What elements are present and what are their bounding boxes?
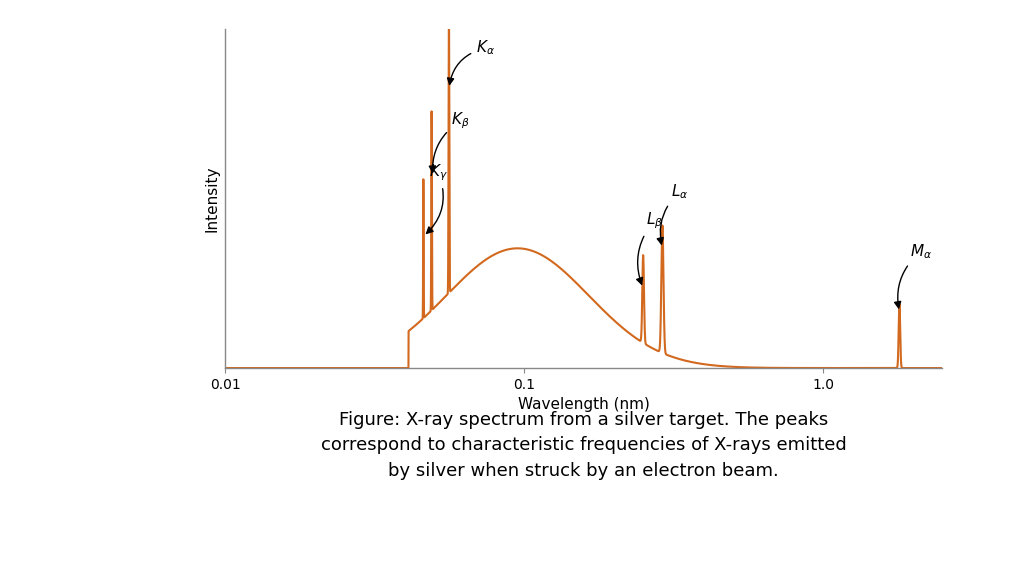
Text: $K_{\beta}$: $K_{\beta}$ bbox=[429, 111, 470, 172]
Text: $K_{\gamma}$: $K_{\gamma}$ bbox=[427, 162, 447, 233]
Text: $L_{\alpha}$: $L_{\alpha}$ bbox=[657, 183, 688, 244]
Text: $K_{\alpha}$: $K_{\alpha}$ bbox=[447, 39, 495, 84]
Text: $L_{\beta}$: $L_{\beta}$ bbox=[637, 210, 663, 284]
Y-axis label: Intensity: Intensity bbox=[205, 165, 220, 232]
Text: Figure: X-ray spectrum from a silver target. The peaks
correspond to characteris: Figure: X-ray spectrum from a silver tar… bbox=[321, 411, 847, 480]
Text: $M_{\alpha}$: $M_{\alpha}$ bbox=[895, 242, 932, 308]
X-axis label: Wavelength (nm): Wavelength (nm) bbox=[518, 397, 649, 412]
